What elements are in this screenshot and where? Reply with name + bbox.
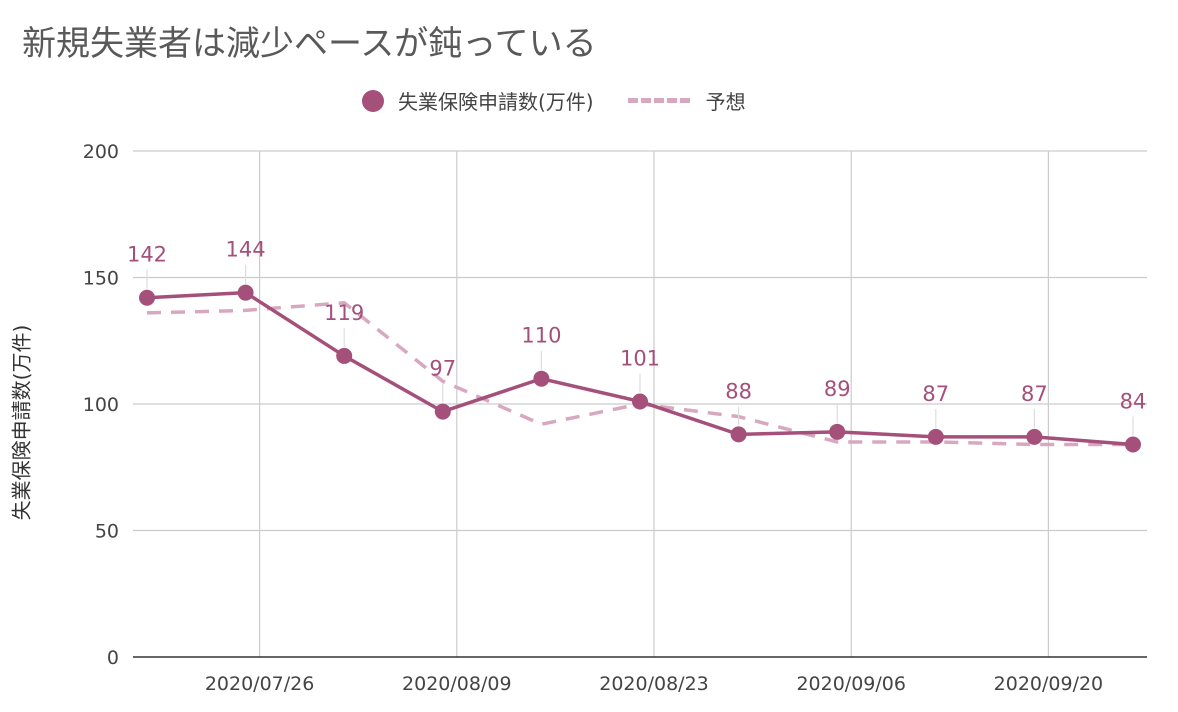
legend-marker-actual <box>362 89 384 112</box>
chart-title: 新規失業者は減少ペースが鈍っている <box>22 24 597 64</box>
x-tick-label: 2020/08/09 <box>402 673 512 695</box>
data-point-actual <box>632 393 648 410</box>
x-tick-label: 2020/09/06 <box>796 673 906 695</box>
legend-label-forecast: 予想 <box>705 90 746 114</box>
y-tick-label: 50 <box>95 521 119 543</box>
data-point-actual <box>533 370 550 387</box>
data-point-actual <box>434 403 451 420</box>
x-tick-label: 2020/08/23 <box>599 673 709 695</box>
legend: 失業保険申請数(万件) 予想 <box>362 86 746 115</box>
data-label: 144 <box>226 238 266 262</box>
y-tick-label: 100 <box>83 394 119 416</box>
data-label: 110 <box>521 324 561 348</box>
data-point-actual <box>237 284 254 301</box>
legend-label-actual: 失業保険申請数(万件) <box>398 90 594 114</box>
data-label: 84 <box>1120 389 1147 413</box>
data-label: 87 <box>1021 382 1048 406</box>
data-label: 88 <box>725 379 752 403</box>
data-point-actual <box>730 426 747 443</box>
y-tick-label: 0 <box>107 647 119 669</box>
y-tick-label: 150 <box>83 268 119 290</box>
x-tick-label: 2020/07/26 <box>205 673 315 695</box>
data-label: 87 <box>922 382 949 406</box>
data-label: 97 <box>429 357 456 381</box>
x-tick-label: 2020/09/20 <box>994 673 1104 695</box>
legend-marker-forecast <box>627 98 690 103</box>
data-point-actual <box>1026 428 1043 445</box>
data-label: 119 <box>324 301 364 325</box>
data-point-actual <box>336 347 353 364</box>
data-point-actual <box>927 428 944 445</box>
data-point-actual <box>829 423 846 440</box>
y-tick-label: 200 <box>83 141 119 163</box>
data-point-actual <box>1125 436 1141 453</box>
data-label: 101 <box>620 346 660 370</box>
data-label: 142 <box>127 243 167 267</box>
data-label: 89 <box>824 377 851 401</box>
data-point-actual <box>139 289 155 306</box>
